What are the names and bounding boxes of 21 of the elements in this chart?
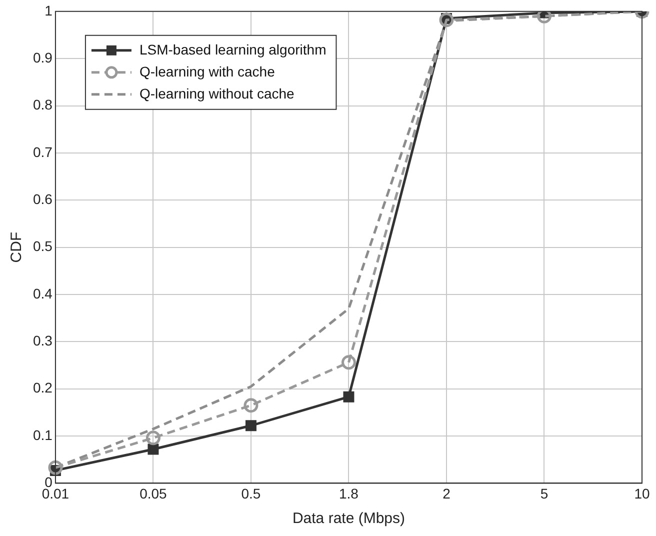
y-tick-label: 0.6 <box>32 190 53 207</box>
y-tick-label: 0.9 <box>32 49 53 66</box>
y-tick-label: 0.3 <box>32 332 53 349</box>
y-tick-label: 0.8 <box>32 96 53 113</box>
legend-label: Q-learning with cache <box>139 63 276 80</box>
x-axis-title: Data rate (Mbps) <box>292 510 406 528</box>
x-tick-label: 10 <box>634 485 650 502</box>
x-tick-label: 5 <box>540 485 548 502</box>
y-tick-label: 0.1 <box>32 426 53 443</box>
y-tick-label: 0.4 <box>32 285 53 302</box>
legend-label: LSM-based learning algorithm <box>139 41 326 58</box>
y-tick-label: 0.7 <box>32 144 53 160</box>
y-tick-label: 0.2 <box>32 380 53 396</box>
legend-label: Q-learning without cache <box>139 85 295 102</box>
x-tick-label: 1.8 <box>338 485 359 502</box>
x-tick-label: 0.05 <box>140 485 168 502</box>
y-tick-label: 0.5 <box>32 238 53 254</box>
x-tick-label: 0.5 <box>241 485 261 502</box>
y-axis-title: CDF <box>8 232 26 263</box>
y-tick-label: 1 <box>44 2 53 18</box>
x-tick-label: 2 <box>442 485 451 502</box>
